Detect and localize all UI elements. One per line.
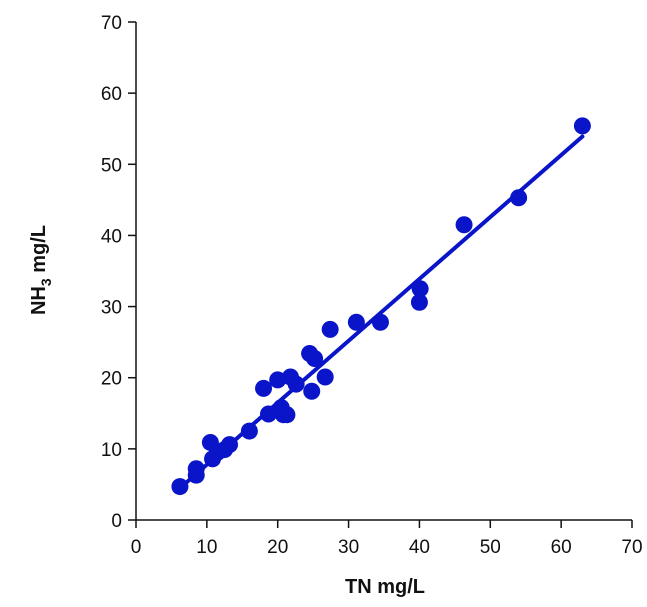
data-point [221, 436, 239, 454]
data-point [255, 379, 273, 397]
x-axis-ticks: 0 10 20 30 40 50 60 70 [131, 520, 643, 558]
y-tick-label: 30 [101, 298, 122, 319]
data-point [316, 368, 334, 386]
data-point [410, 293, 428, 311]
y-tick-label: 0 [111, 511, 122, 532]
y-tick-label: 10 [101, 440, 122, 461]
data-point [260, 405, 278, 423]
data-point [306, 350, 324, 368]
data-point [240, 422, 258, 440]
data-point [303, 382, 321, 400]
x-tick-label: 60 [551, 537, 572, 558]
y-tick-label: 50 [101, 155, 122, 176]
data-point [269, 371, 287, 389]
y-axis-label: NH3 mg/L [28, 225, 54, 315]
x-tick-label: 50 [480, 537, 501, 558]
data-point [411, 280, 429, 298]
fit-line [176, 134, 585, 492]
x-tick-label: 10 [196, 537, 217, 558]
axes [135, 22, 632, 521]
data-point [171, 478, 189, 496]
x-tick-label: 0 [131, 537, 142, 558]
data-point [371, 313, 389, 331]
y-axis-ticks: 0 10 20 30 40 50 60 70 [101, 13, 136, 532]
data-point [347, 313, 365, 331]
data-point [510, 189, 528, 207]
data-point [455, 216, 473, 234]
y-axis-label-main: NH [28, 286, 50, 315]
data-point [321, 320, 339, 338]
data-point [573, 117, 591, 135]
x-tick-label: 30 [338, 537, 359, 558]
data-point [287, 375, 305, 393]
x-tick-label: 20 [267, 537, 288, 558]
y-tick-label: 70 [101, 13, 122, 34]
y-axis-label-subscript: 3 [38, 278, 54, 286]
y-tick-label: 20 [101, 369, 122, 390]
fit-line-group [176, 134, 585, 492]
x-axis-label: TN mg/L [345, 576, 425, 598]
data-point [187, 460, 205, 478]
y-axis-label-unit: mg/L [28, 225, 50, 278]
x-tick-label: 40 [409, 537, 430, 558]
x-tick-label: 70 [621, 537, 642, 558]
y-tick-label: 40 [101, 226, 122, 247]
data-point [278, 406, 296, 424]
data-points [171, 117, 591, 496]
y-tick-label: 60 [101, 84, 122, 105]
